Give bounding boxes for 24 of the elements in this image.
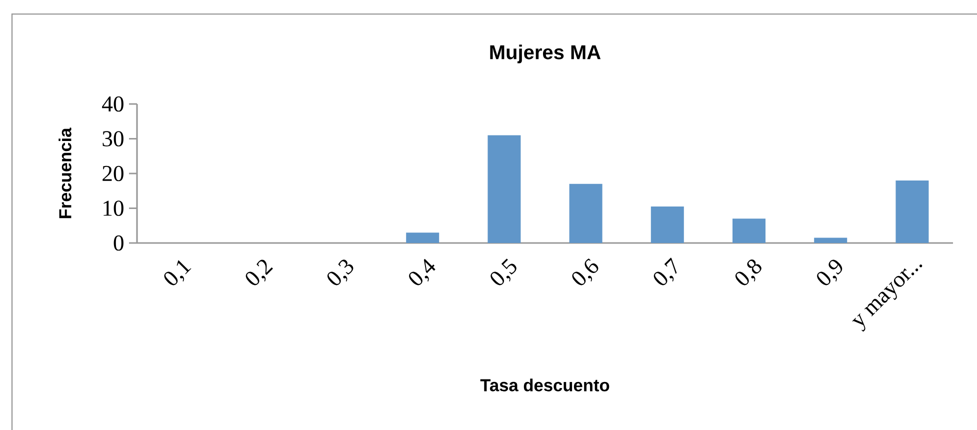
y-tick-label: 0 — [114, 235, 124, 251]
x-tick-label: 0,3 — [327, 260, 354, 286]
x-axis-title: Tasa descuento — [480, 378, 610, 392]
y-tick-label: 30 — [102, 131, 124, 146]
x-tick-label: 0,6 — [572, 258, 598, 286]
bar — [732, 218, 766, 244]
bar — [814, 238, 848, 244]
y-axis-title: Frecuencia — [58, 128, 72, 218]
bar — [569, 184, 602, 244]
x-tick-label: 0,8 — [735, 259, 762, 286]
bar — [650, 206, 684, 244]
x-tick-label: 0,4 — [409, 258, 436, 286]
y-tick-label: 20 — [102, 166, 124, 182]
chart-title: Mujeres MA — [490, 44, 601, 64]
x-tick-label: 0,9 — [817, 260, 842, 286]
y-tick-label: 10 — [104, 200, 124, 216]
bar — [488, 135, 521, 244]
x-tick-label: 0,7 — [654, 258, 677, 286]
x-tick-label: 0,1 — [164, 260, 192, 286]
bar — [406, 232, 440, 244]
x-tick-label: 0,2 — [246, 260, 273, 286]
y-tick-label: 40 — [102, 96, 124, 112]
bar — [896, 180, 929, 244]
x-tick-label: 0,5 — [490, 258, 516, 286]
